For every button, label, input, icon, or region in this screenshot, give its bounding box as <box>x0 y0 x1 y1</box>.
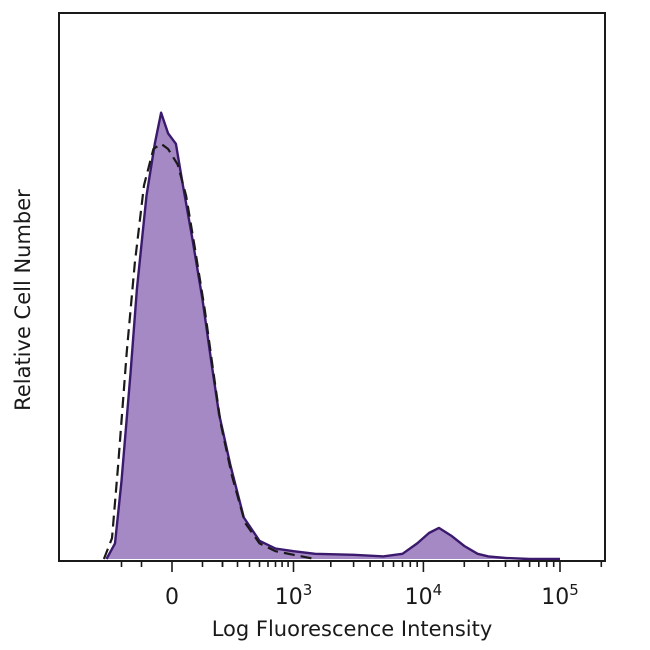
y-axis-label: Relative Cell Number <box>11 189 35 411</box>
stained-histogram-outline <box>105 111 560 561</box>
x-tick-label: 104 <box>405 581 443 610</box>
x-axis-label: Log Fluorescence Intensity <box>212 617 493 641</box>
plot-area <box>102 111 560 561</box>
x-tick-label: 103 <box>275 581 313 610</box>
control-histogram-dashed-line <box>102 142 316 561</box>
x-axis-ticks <box>120 561 603 572</box>
plot-frame <box>58 12 606 562</box>
x-axis-tick-labels: 0 103 104 105 <box>165 581 579 610</box>
stained-histogram-area <box>106 112 560 559</box>
x-tick-label: 105 <box>541 581 579 610</box>
x-tick-label: 0 <box>165 585 179 610</box>
